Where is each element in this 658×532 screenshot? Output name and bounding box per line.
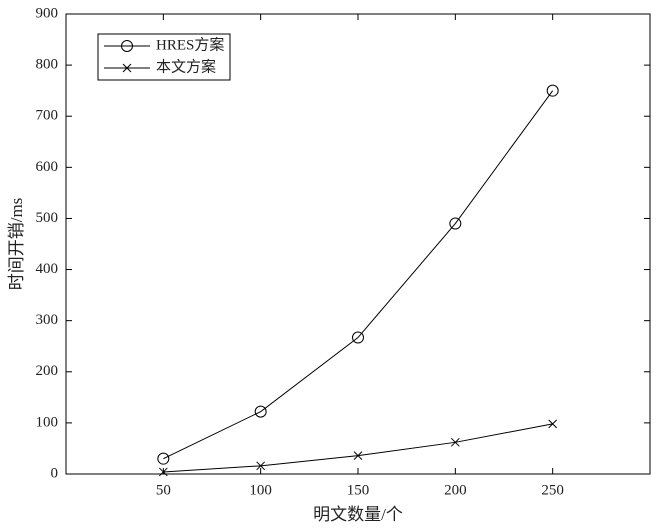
- y-tick-label: 0: [51, 465, 59, 481]
- series-line: [163, 90, 554, 460]
- y-tick-label: 100: [36, 414, 59, 430]
- x-axis-label: 明文数量/个: [313, 505, 403, 524]
- y-tick-label: 300: [36, 312, 59, 328]
- plot-frame: [65, 13, 651, 475]
- x-tick-label: 250: [541, 482, 564, 498]
- marker: [158, 467, 168, 477]
- marker: [449, 217, 462, 230]
- y-tick-label: 700: [36, 108, 59, 124]
- x-tick-label: 100: [249, 482, 272, 498]
- x-tick-label: 50: [156, 482, 171, 498]
- y-tick-label: 500: [36, 210, 59, 226]
- x-tick-label: 200: [444, 482, 467, 498]
- x-tick-label: 150: [347, 482, 370, 498]
- y-axis-label: 时间开销/ms: [7, 198, 26, 291]
- y-tick-label: 600: [36, 159, 59, 175]
- legend-label: 本文方案: [156, 57, 216, 75]
- marker: [256, 461, 266, 471]
- legend-box: [97, 33, 231, 81]
- y-tick-label: 400: [36, 261, 59, 277]
- series-line: [163, 423, 553, 473]
- marker: [353, 451, 363, 460]
- y-tick-label: 200: [36, 363, 59, 379]
- marker: [352, 331, 364, 344]
- marker: [548, 419, 558, 429]
- marker: [546, 84, 559, 97]
- marker: [157, 452, 170, 465]
- marker: [254, 405, 267, 418]
- marker: [122, 63, 132, 73]
- legend-label: HRES方案: [156, 35, 224, 53]
- marker: [450, 437, 460, 447]
- marker: [121, 40, 133, 52]
- y-tick-label: 800: [36, 57, 59, 73]
- y-tick-label: 900: [36, 5, 59, 21]
